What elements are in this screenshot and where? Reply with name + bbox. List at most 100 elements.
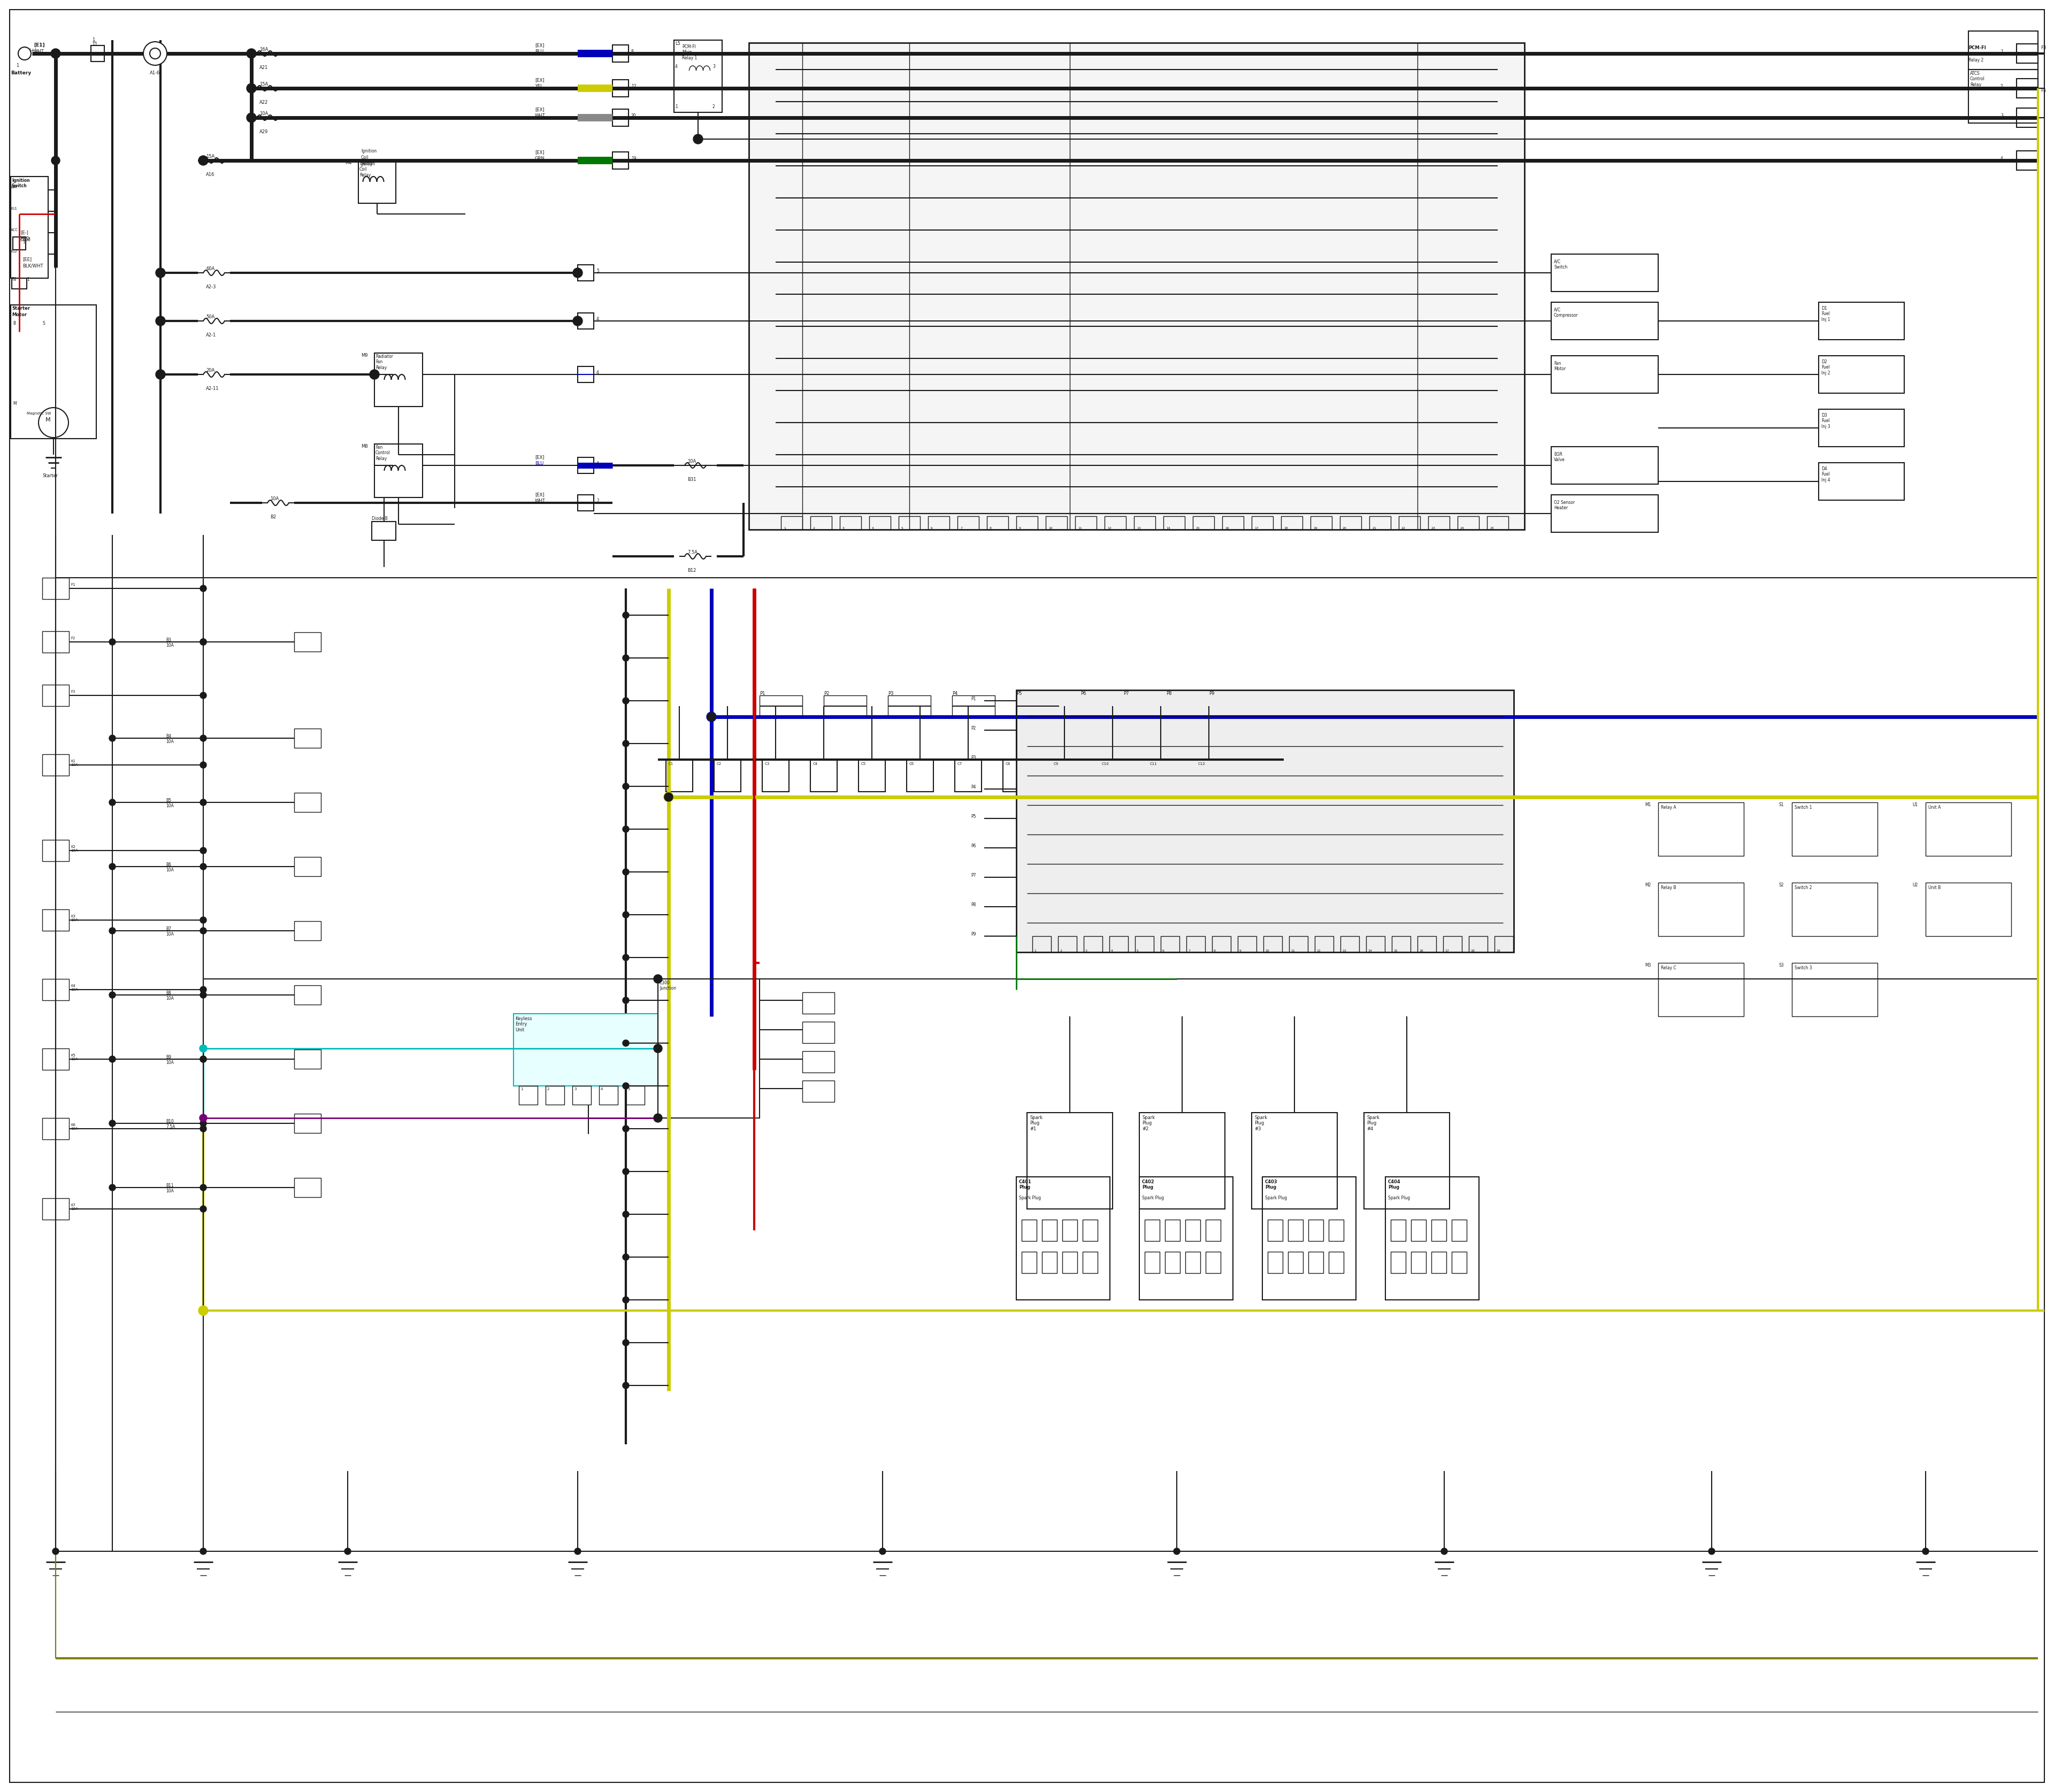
Text: C401
Plug: C401 Plug xyxy=(1019,1179,1031,1190)
Bar xyxy=(1165,1253,1179,1272)
Bar xyxy=(1206,1220,1220,1242)
Text: 16A: 16A xyxy=(259,47,269,52)
Text: Ignition
Coil
Relay: Ignition Coil Relay xyxy=(359,161,376,177)
Text: P6: P6 xyxy=(972,844,976,848)
Text: BLU: BLU xyxy=(534,461,544,466)
Text: 8: 8 xyxy=(1214,950,1216,952)
Circle shape xyxy=(622,1168,629,1176)
Text: Spark Plug: Spark Plug xyxy=(1019,1195,1041,1201)
Circle shape xyxy=(622,826,629,831)
Text: P2: P2 xyxy=(972,726,976,731)
Circle shape xyxy=(1923,1548,1929,1554)
Text: U2: U2 xyxy=(1912,883,1918,887)
Text: D1
Fuel
Inj 1: D1 Fuel Inj 1 xyxy=(1822,306,1830,323)
Text: P1: P1 xyxy=(972,697,976,701)
Text: [EX]: [EX] xyxy=(534,493,544,496)
Circle shape xyxy=(199,986,207,993)
Text: M2: M2 xyxy=(1645,883,1651,887)
Text: Spark
Plug
#2: Spark Plug #2 xyxy=(1142,1115,1154,1131)
Circle shape xyxy=(109,864,115,869)
Circle shape xyxy=(51,156,60,165)
Circle shape xyxy=(156,315,164,326)
Circle shape xyxy=(199,918,207,923)
Text: Diode B: Diode B xyxy=(372,516,388,521)
Bar xyxy=(1017,690,1514,952)
Text: Spark
Plug
#3: Spark Plug #3 xyxy=(1255,1115,1267,1131)
Text: D4
Fuel
Inj 4: D4 Fuel Inj 4 xyxy=(1822,466,1830,482)
Bar xyxy=(657,978,760,1118)
Bar xyxy=(1366,935,1384,952)
Bar xyxy=(1041,1220,1058,1242)
Bar xyxy=(1791,803,1877,857)
Text: 2: 2 xyxy=(2001,84,2003,90)
Text: 1: 1 xyxy=(27,278,29,281)
Bar xyxy=(1027,1113,1113,1210)
Text: P3: P3 xyxy=(972,754,976,760)
Text: Keyless
Entry
Unit: Keyless Entry Unit xyxy=(516,1016,532,1032)
Text: P8: P8 xyxy=(972,903,976,907)
Bar xyxy=(612,109,629,125)
Text: B8
10A: B8 10A xyxy=(166,991,175,1002)
Bar xyxy=(811,760,838,792)
Text: C400: C400 xyxy=(21,238,31,242)
Bar xyxy=(1968,70,2038,124)
Bar xyxy=(1136,935,1154,952)
Bar xyxy=(1185,1220,1200,1242)
Circle shape xyxy=(199,1115,207,1122)
Text: C11: C11 xyxy=(1150,762,1156,765)
Bar xyxy=(750,43,1524,530)
Bar xyxy=(2017,108,2038,127)
Text: P1: P1 xyxy=(760,692,764,695)
Bar xyxy=(1364,1113,1450,1210)
Text: 3: 3 xyxy=(842,527,844,530)
Text: Relay 2: Relay 2 xyxy=(1968,57,1984,63)
Bar xyxy=(760,695,803,717)
Text: 4: 4 xyxy=(600,1088,604,1091)
Text: Spark Plug: Spark Plug xyxy=(1142,1195,1165,1201)
Text: 25: 25 xyxy=(1489,527,1493,530)
Text: A2-3: A2-3 xyxy=(205,285,216,289)
Bar xyxy=(1310,516,1331,530)
Bar xyxy=(1927,803,2011,857)
Text: A2-1: A2-1 xyxy=(205,333,216,337)
Text: [EX]: [EX] xyxy=(534,43,544,48)
Circle shape xyxy=(622,697,629,704)
Text: B2: B2 xyxy=(271,514,275,520)
Text: 14: 14 xyxy=(1368,950,1372,952)
Text: BLK/WHT: BLK/WHT xyxy=(23,263,43,269)
Bar xyxy=(294,1113,320,1133)
Text: 22: 22 xyxy=(1401,527,1405,530)
Text: C6: C6 xyxy=(910,762,914,765)
Text: M3: M3 xyxy=(1645,962,1651,968)
Bar xyxy=(1041,1253,1058,1272)
Text: A/C
Compressor: A/C Compressor xyxy=(1555,308,1577,317)
Text: T4: T4 xyxy=(12,278,16,281)
Bar xyxy=(294,986,320,1005)
Circle shape xyxy=(199,638,207,645)
Bar xyxy=(824,695,867,717)
Circle shape xyxy=(1709,1548,1715,1554)
Circle shape xyxy=(199,586,207,591)
Bar xyxy=(1417,935,1436,952)
Text: P3: P3 xyxy=(887,692,893,695)
Text: 6: 6 xyxy=(930,527,933,530)
Bar xyxy=(1062,1220,1076,1242)
Bar xyxy=(1469,935,1487,952)
Text: 13: 13 xyxy=(1341,950,1345,952)
Circle shape xyxy=(39,407,68,437)
Text: B7
10A: B7 10A xyxy=(166,926,175,937)
Circle shape xyxy=(199,1206,207,1211)
Circle shape xyxy=(109,799,115,806)
Bar xyxy=(1074,516,1097,530)
Text: 15A: 15A xyxy=(205,154,214,159)
Circle shape xyxy=(109,1185,115,1190)
Text: C1: C1 xyxy=(670,762,674,765)
Text: 10: 10 xyxy=(1048,527,1052,530)
Bar xyxy=(1341,935,1360,952)
Bar xyxy=(2017,151,2038,170)
Text: F3: F3 xyxy=(70,690,76,694)
Bar xyxy=(1002,760,1029,792)
Bar xyxy=(1187,935,1206,952)
Circle shape xyxy=(199,1055,207,1063)
Text: Switch 1: Switch 1 xyxy=(1795,805,1812,810)
